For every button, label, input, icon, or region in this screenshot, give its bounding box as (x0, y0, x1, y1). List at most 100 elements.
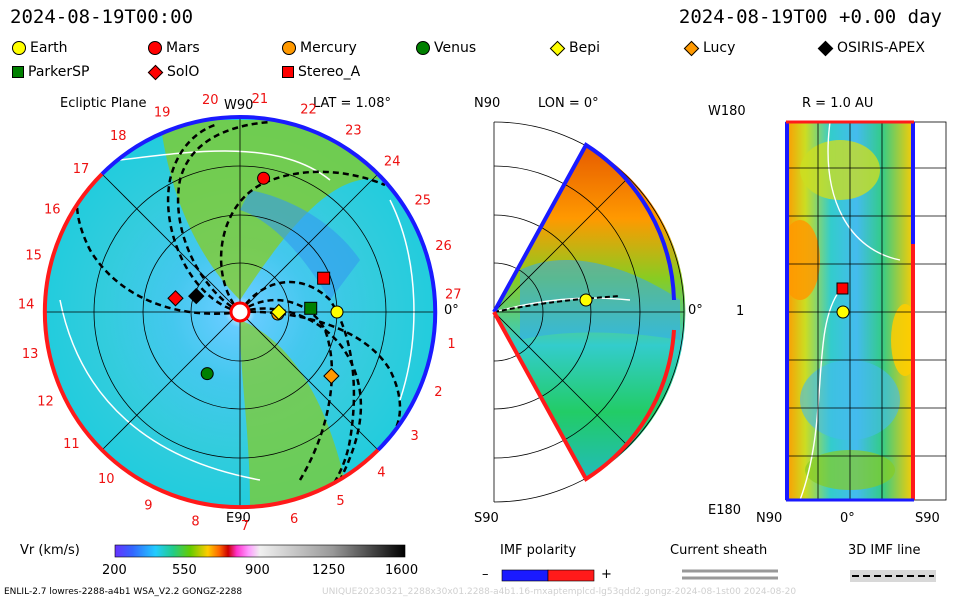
radial-y-mid: 1 (736, 304, 745, 319)
radial-x-mid: 0° (840, 511, 855, 526)
carrington-number: 8 (191, 514, 199, 529)
meridional-bodies (579, 293, 593, 307)
parkersp-marker-icon (12, 66, 24, 78)
carrington-number: 25 (415, 194, 432, 209)
osiris-apex-marker (188, 287, 205, 305)
radial-x-left: N90 (756, 511, 783, 526)
legend-osiris-apex: OSIRIS-APEX (817, 40, 925, 56)
ecliptic-title: Ecliptic Plane (60, 96, 147, 111)
carrington-number: 11 (63, 437, 80, 452)
radial-bodies (836, 282, 850, 319)
ecliptic-top-label: W90 (224, 98, 254, 113)
axis-spoke (493, 177, 629, 313)
current-sheath-line (494, 297, 631, 313)
ecliptic-panel (42, 114, 438, 510)
venus-marker (200, 367, 214, 381)
carrington-number: 6 (290, 512, 298, 527)
imf-line (166, 123, 241, 314)
venus-marker-icon (416, 41, 430, 55)
radial-y-bottom: E180 (708, 503, 742, 518)
imf-line (176, 120, 271, 314)
mercury-marker-icon (282, 41, 296, 55)
imf-line (239, 310, 402, 431)
meridional-lon-label: LON = 0° (538, 96, 599, 111)
meridional-top-label: N90 (474, 96, 501, 111)
current-sheath-line-2 (59, 299, 261, 481)
ecliptic-right-label: 0° (444, 303, 459, 318)
fast-wind-region-2 (240, 320, 350, 505)
current-sheath-line (119, 150, 331, 181)
bepi-marker (270, 303, 288, 321)
carrington-number: 21 (252, 92, 269, 107)
legend-parkersp: ParkerSP (12, 64, 89, 80)
carrington-number: 15 (25, 248, 42, 263)
lucy-marker (323, 367, 340, 385)
polarity-arc-negative (492, 142, 676, 313)
carrington-number: 9 (144, 498, 152, 513)
mars-marker (257, 171, 271, 185)
fast-wind-region (800, 140, 880, 200)
ecliptic-bodies (167, 171, 344, 385)
imf-line (493, 295, 621, 313)
legend-mercury: Mercury (282, 40, 357, 56)
legend-bepi: Bepi (549, 40, 600, 56)
imf-polarity-label: IMF polarity (500, 543, 577, 558)
carrington-number: 5 (336, 494, 344, 509)
legend-solo: SolO (147, 64, 199, 80)
meridional-bottom-label: S90 (474, 511, 499, 526)
carrington-number: 19 (154, 106, 171, 121)
axis-spoke (493, 311, 629, 447)
legend-stereo-a: Stereo_A (282, 64, 360, 80)
fast-wind-region (891, 304, 914, 376)
imf-line (239, 298, 334, 481)
stereo-a-marker (836, 282, 849, 295)
mars-marker-icon (148, 41, 162, 55)
legend-venus: Venus (416, 40, 476, 56)
earth-marker-icon (12, 41, 26, 55)
legend-lucy: Lucy (683, 40, 735, 56)
colorbar-tick: 200 (102, 563, 127, 578)
colorbar-gradient (114, 544, 406, 558)
carrington-number: 4 (377, 466, 385, 481)
carrington-number: 13 (22, 347, 39, 362)
carrington-number: 2 (434, 385, 442, 400)
footer-left: ENLIL-2.7 lowres-2288-a4b1 WSA_V2.2 GONG… (4, 587, 243, 597)
carrington-number: 20 (202, 93, 219, 108)
carrington-number: 22 (300, 102, 317, 117)
imf-line-swatch-bg (850, 570, 936, 582)
carrington-number: 17 (73, 162, 90, 177)
colorbar-tick: 1600 (385, 563, 419, 578)
meridional-right-label: 0° (688, 303, 703, 318)
colorbar-label: Vr (km/s) (20, 543, 80, 558)
carrington-number: 1 (447, 337, 455, 352)
earth-marker (330, 305, 344, 319)
imf-line-label: 3D IMF line (848, 543, 921, 558)
carrington-number: 7 (241, 519, 249, 534)
meridional-panel (492, 121, 686, 503)
ecliptic-bottom-label: E90 (226, 511, 251, 526)
earth-marker (579, 293, 593, 307)
solo-marker (167, 290, 184, 307)
stereo-a-marker-icon (282, 66, 294, 78)
colorbar-tick: 550 (172, 563, 197, 578)
footer-right: UNIQUE20230321_2288x30x01.2288-a4b1.16-m… (322, 587, 797, 597)
imf-polarity-negative (501, 569, 549, 582)
carrington-number: 16 (44, 202, 61, 217)
imf-polarity-positive (547, 569, 595, 582)
colorbar-tick: 900 (245, 563, 270, 578)
imf-line (239, 307, 363, 481)
radial-title: R = 1.0 AU (802, 96, 874, 111)
carrington-number: 24 (384, 155, 401, 170)
carrington-number: 27 (445, 288, 462, 303)
header-time-left: 2024-08-19T00:00 (10, 6, 194, 28)
polarity-arc-positive (42, 172, 380, 510)
radial-panel (785, 120, 947, 502)
imf-line (219, 170, 386, 313)
stereo-a-marker (317, 271, 331, 285)
polarity-arc-positive (492, 311, 676, 482)
polarity-arc-negative (239, 115, 438, 452)
earth-marker (836, 305, 850, 319)
fast-wind-region (786, 220, 820, 300)
carrington-number: 3 (410, 429, 418, 444)
